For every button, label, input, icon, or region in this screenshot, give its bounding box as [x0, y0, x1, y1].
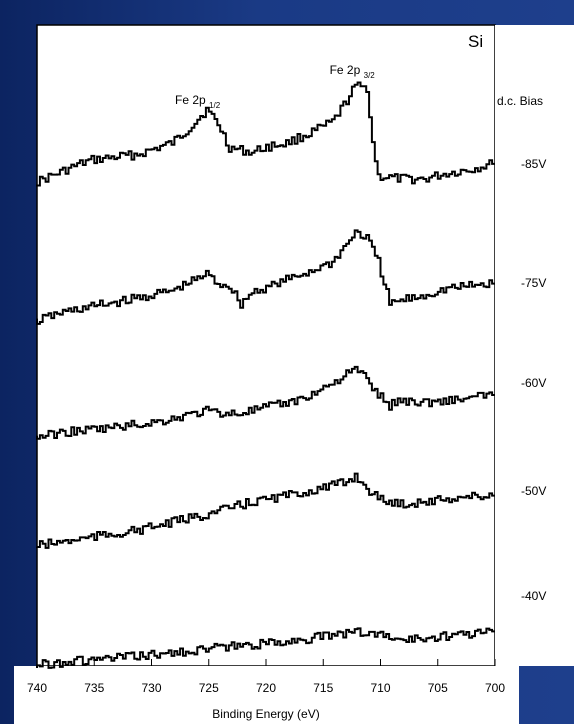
- plot-area: [36, 24, 496, 667]
- series-label--75V: -75V: [521, 276, 546, 290]
- x-tick-label: 700: [485, 681, 505, 695]
- series-label--50V: -50V: [521, 484, 546, 498]
- series-line--40V: [36, 627, 495, 669]
- panel-label: Si: [468, 32, 483, 51]
- series-line--85V: [36, 81, 495, 187]
- series-line--60V: [36, 365, 495, 440]
- x-tick-label: 705: [428, 681, 448, 695]
- series-label--40V: -40V: [521, 589, 546, 603]
- series-label--60V: -60V: [521, 376, 546, 390]
- legend-title: d.c. Bias: [497, 94, 543, 108]
- x-axis-label: Binding Energy (eV): [212, 707, 319, 721]
- x-tick-label: 735: [84, 681, 104, 695]
- x-tick-label: 740: [27, 681, 47, 695]
- x-tick-label: 720: [256, 681, 276, 695]
- x-tick-label: 715: [313, 681, 333, 695]
- series-line--50V: [36, 472, 495, 549]
- x-tick-label: 730: [141, 681, 161, 695]
- axis-strip: [14, 666, 519, 724]
- x-tick-label: 710: [370, 681, 390, 695]
- series-line--75V: [36, 229, 495, 325]
- x-tick-label: 725: [199, 681, 219, 695]
- legend-area: [495, 25, 574, 666]
- series-label--85V: -85V: [521, 157, 546, 171]
